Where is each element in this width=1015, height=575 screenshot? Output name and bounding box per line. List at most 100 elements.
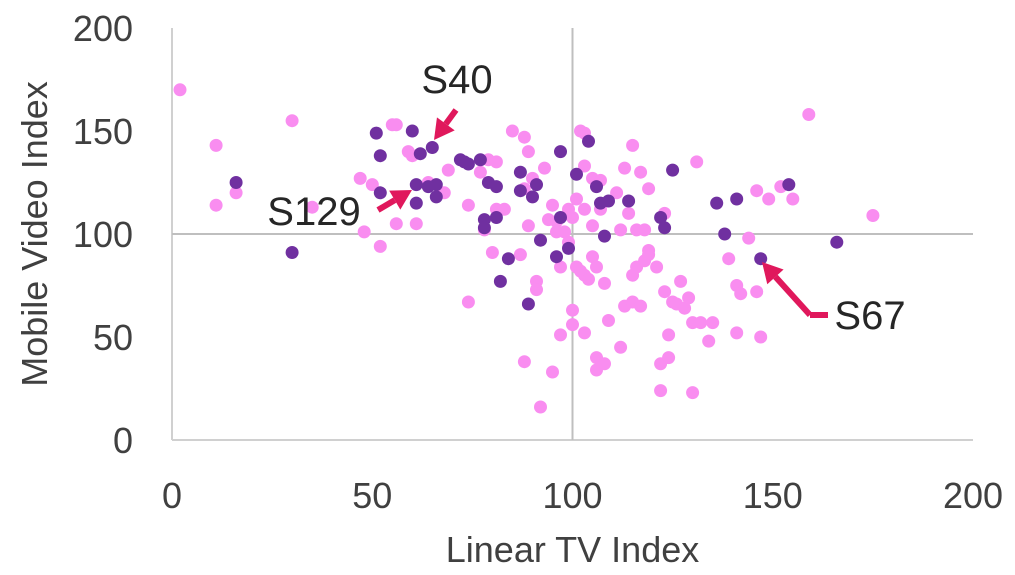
scatter-point-purple <box>666 163 680 177</box>
scatter-point-purple <box>413 147 427 161</box>
scatter-point-pink <box>365 178 379 192</box>
scatter-point-pink <box>586 219 599 233</box>
scatter-point-pink <box>497 202 511 216</box>
scatter-point-pink <box>485 246 499 259</box>
scatter-point-pink <box>662 351 676 365</box>
x-tick-label: 200 <box>943 475 1003 516</box>
scatter-point-pink <box>654 384 668 398</box>
scatter-point-purple <box>229 176 243 189</box>
scatter-point-pink <box>461 198 475 212</box>
scatter-point-pink <box>598 357 611 371</box>
scatter-point-purple <box>409 178 423 192</box>
scatter-point-pink <box>409 217 423 231</box>
scatter-point-pink <box>610 186 624 200</box>
scatter-point-purple <box>429 190 443 204</box>
scatter-point-pink <box>642 182 656 196</box>
annotation-arrow-head <box>389 190 412 210</box>
scatter-point-purple <box>429 178 443 192</box>
x-tick-label: 0 <box>162 475 182 516</box>
scatter-point-pink <box>602 314 615 327</box>
scatter-point-pink <box>614 340 628 354</box>
x-tick-label: 50 <box>352 475 392 516</box>
scatter-point-pink <box>558 225 571 239</box>
scatter-point-pink <box>734 287 748 301</box>
annotation-arrow-shaft <box>773 274 813 318</box>
x-tick-label: 100 <box>542 475 602 516</box>
scatter-point-purple <box>489 211 503 224</box>
scatter-point-purple <box>590 180 603 194</box>
annotation-arrow-shaft <box>443 108 459 126</box>
scatter-point-pink <box>682 291 696 305</box>
scatter-point-pink <box>586 250 599 264</box>
scatter-point-purple <box>489 180 503 194</box>
scatter-point-pink <box>530 283 543 297</box>
annotation-arrow-head <box>434 117 455 140</box>
scatter-point-pink <box>706 316 720 330</box>
annotations: S40 S129 S67 <box>267 58 905 338</box>
scatter-point-pink <box>305 200 319 214</box>
scatter-point-pink <box>762 192 776 206</box>
scatter-point-pink <box>730 326 744 340</box>
scatter-point-pink <box>546 365 559 379</box>
scatter-point-pink <box>373 239 387 253</box>
scatter-point-pink <box>866 209 880 222</box>
scatter-point-purple <box>369 126 383 140</box>
scatter-point-purple <box>425 141 439 154</box>
scatter-point-purple <box>554 145 567 159</box>
scatter-point-pink <box>517 355 531 369</box>
y-axis-ticks: 0 50 100 150 200 <box>73 8 133 461</box>
scatter-point-pink <box>209 138 223 152</box>
scatter-point-purple <box>285 246 299 259</box>
scatter-point-purple <box>718 227 732 241</box>
scatter-point-pink <box>634 299 648 313</box>
scatter-point-pink <box>702 334 716 348</box>
y-tick-label: 100 <box>73 214 133 255</box>
scatter-point-purple <box>461 157 475 171</box>
scatter-point-pink <box>489 155 503 169</box>
scatter-point-pink <box>658 285 672 299</box>
scatter-point-pink <box>389 118 403 132</box>
scatter-point-purple <box>658 221 672 235</box>
scatter-point-purple <box>373 149 387 163</box>
reference-lines <box>171 28 973 441</box>
scatter-point-pink <box>505 124 519 138</box>
scatter-point-pink <box>546 198 559 212</box>
scatter-point-purple <box>493 274 507 288</box>
scatter-point-pink <box>521 145 535 159</box>
scatter-point-pink <box>353 171 367 185</box>
scatter-point-purple <box>730 192 744 206</box>
scatter-point-purple <box>554 211 567 224</box>
scatter-point-purple <box>598 229 611 243</box>
scatter-point-pink <box>513 248 527 262</box>
scatter-point-pink <box>742 231 756 245</box>
scatter-point-purple <box>622 194 636 208</box>
scatter-point-purple <box>405 124 419 138</box>
scatter-point-purple <box>477 221 491 235</box>
scatter-point-purple <box>501 252 515 266</box>
scatter-point-pink <box>521 219 535 233</box>
data-points <box>173 83 880 414</box>
scatter-point-pink <box>582 272 595 286</box>
scatter-point-pink <box>473 165 487 179</box>
scatter-point-pink <box>634 165 648 179</box>
scatter-point-pink <box>750 285 764 299</box>
scatter-point-purple <box>654 211 668 224</box>
scatter-point-pink <box>578 326 591 340</box>
scatter-point-pink <box>566 211 579 224</box>
scatter-point-pink <box>229 186 243 200</box>
x-axis-title: Linear TV Index <box>446 529 700 570</box>
scatter-point-pink <box>802 108 816 121</box>
scatter-point-pink <box>461 295 475 309</box>
x-tick-label: 150 <box>743 475 803 516</box>
scatter-point-purple <box>782 178 796 192</box>
scatter-point-pink <box>538 161 551 175</box>
x-axis-ticks: 0 50 100 150 200 <box>162 475 1003 516</box>
scatter-point-purple <box>530 178 543 192</box>
annotation-label: S129 <box>267 190 360 234</box>
scatter-point-pink <box>686 386 700 400</box>
scatter-point-purple <box>562 241 575 255</box>
y-tick-label: 0 <box>113 420 133 461</box>
scatter-point-purple <box>373 186 387 200</box>
annotation-arrow-head <box>762 262 784 285</box>
